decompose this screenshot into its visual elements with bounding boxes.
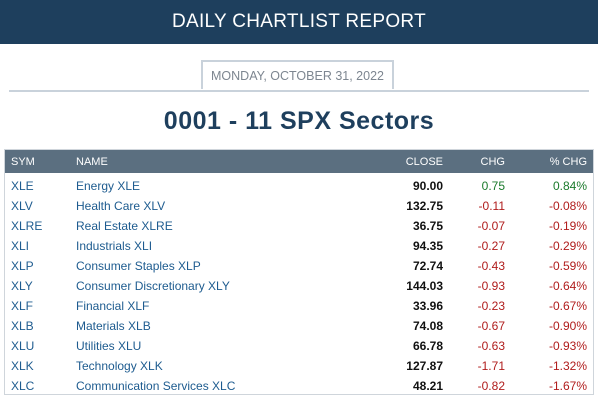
cell-symbol[interactable]: XLI: [11, 239, 30, 253]
table-row[interactable]: XLU Utilities XLU 66.78 -0.63 -0.93%: [5, 336, 593, 356]
cell-change: -0.82: [477, 379, 505, 393]
table-row[interactable]: XLC Communication Services XLC 48.21 -0.82 -…: [5, 376, 593, 396]
table-row[interactable]: XLV Health Care XLV 132.75 -0.11 -0.08%: [5, 196, 593, 216]
cell-close: 72.74: [412, 259, 443, 273]
cell-name[interactable]: Materials XLB: [76, 319, 151, 333]
cell-name[interactable]: Consumer Staples XLP: [76, 259, 201, 273]
cell-pct-change: -0.08%: [548, 199, 587, 213]
column-header-chg[interactable]: CHG: [480, 155, 505, 168]
cell-change: -0.93: [477, 279, 505, 293]
cell-pct-change: -1.67%: [548, 379, 587, 393]
cell-change: -1.71: [477, 359, 505, 373]
cell-pct-change: 0.84%: [552, 179, 587, 193]
cell-close: 74.08: [412, 319, 443, 333]
cell-change: -0.43: [477, 259, 505, 273]
column-header-sym[interactable]: SYM: [11, 155, 35, 168]
column-header-close[interactable]: CLOSE: [405, 155, 443, 168]
date-section: MONDAY, OCTOBER 31, 2022: [0, 44, 598, 92]
report-date: MONDAY, OCTOBER 31, 2022: [201, 60, 394, 89]
cell-change: -0.11: [478, 199, 505, 213]
table-row[interactable]: XLK Technology XLK 127.87 -1.71 -1.32%: [5, 356, 593, 376]
table-row[interactable]: XLI Industrials XLI 94.35 -0.27 -0.29%: [5, 236, 593, 256]
date-divider: [9, 90, 589, 92]
cell-change: 0.75: [481, 179, 505, 193]
table-row[interactable]: XLRE Real Estate XLRE 36.75 -0.07 -0.19%: [5, 216, 593, 236]
cell-name[interactable]: Technology XLK: [76, 359, 163, 373]
table-row[interactable]: XLE Energy XLE 90.00 0.75 0.84%: [5, 173, 593, 196]
report-header-bar: DAILY CHARTLIST REPORT: [0, 0, 598, 44]
table-header-row: SYM NAME CLOSE CHG % CHG: [5, 150, 593, 173]
cell-close: 90.00: [412, 179, 443, 193]
table-row[interactable]: XLP Consumer Staples XLP 72.74 -0.43 -0.59%: [5, 256, 593, 276]
cell-name[interactable]: Health Care XLV: [76, 199, 166, 213]
sector-table: SYM NAME CLOSE CHG % CHG XLE Energy XLE 90…: [5, 150, 593, 396]
page-title: 0001 - 11 SPX Sectors: [163, 107, 435, 135]
cell-close: 127.87: [406, 359, 443, 373]
cell-name[interactable]: Utilities XLU: [76, 339, 142, 353]
cell-symbol[interactable]: XLV: [11, 199, 33, 213]
report-header-title: DAILY CHARTLIST REPORT: [171, 11, 427, 32]
cell-pct-change: -0.67%: [548, 299, 587, 313]
cell-pct-change: -0.29%: [548, 239, 587, 253]
table-row[interactable]: XLB Materials XLB 74.08 -0.67 -0.90%: [5, 316, 593, 336]
cell-name[interactable]: Consumer Discretionary XLY: [76, 279, 230, 293]
cell-symbol[interactable]: XLRE: [11, 219, 43, 233]
column-header-name[interactable]: NAME: [76, 155, 108, 168]
cell-pct-change: -0.64%: [548, 279, 587, 293]
column-header-pct-chg[interactable]: % CHG: [549, 155, 587, 168]
cell-close: 36.75: [412, 219, 443, 233]
cell-close: 132.75: [406, 199, 443, 213]
cell-pct-change: -0.19%: [548, 219, 587, 233]
cell-close: 48.21: [412, 379, 443, 393]
cell-symbol[interactable]: XLF: [11, 299, 34, 313]
cell-change: -0.23: [477, 299, 505, 313]
cell-symbol[interactable]: XLU: [11, 339, 35, 353]
cell-symbol[interactable]: XLE: [11, 179, 34, 193]
cell-name[interactable]: Industrials XLI: [76, 239, 153, 253]
cell-symbol[interactable]: XLC: [11, 379, 35, 393]
cell-name[interactable]: Financial XLF: [76, 299, 150, 313]
cell-symbol[interactable]: XLY: [11, 279, 33, 293]
cell-close: 66.78: [412, 339, 443, 353]
cell-symbol[interactable]: XLP: [11, 259, 34, 273]
cell-name[interactable]: Real Estate XLRE: [76, 219, 173, 233]
cell-change: -0.63: [477, 339, 505, 353]
table-row[interactable]: XLY Consumer Discretionary XLY 144.03 -0.93…: [5, 276, 593, 296]
cell-close: 94.35: [412, 239, 443, 253]
cell-close: 144.03: [406, 279, 443, 293]
cell-change: -0.07: [477, 219, 505, 233]
cell-pct-change: -0.59%: [548, 259, 587, 273]
cell-close: 33.96: [412, 299, 443, 313]
cell-symbol[interactable]: XLB: [11, 319, 34, 333]
cell-name[interactable]: Communication Services XLC: [76, 379, 236, 393]
table-row[interactable]: XLF Financial XLF 33.96 -0.23 -0.67%: [5, 296, 593, 316]
cell-change: -0.67: [477, 319, 505, 333]
cell-symbol[interactable]: XLK: [11, 359, 34, 373]
cell-pct-change: -0.90%: [548, 319, 587, 333]
sector-table-container: SYM NAME CLOSE CHG % CHG XLE Energy XLE 90…: [4, 149, 594, 395]
cell-name[interactable]: Energy XLE: [76, 179, 141, 193]
cell-change: -0.27: [477, 239, 505, 253]
cell-pct-change: -1.32%: [548, 359, 587, 373]
cell-pct-change: -0.93%: [548, 339, 587, 353]
